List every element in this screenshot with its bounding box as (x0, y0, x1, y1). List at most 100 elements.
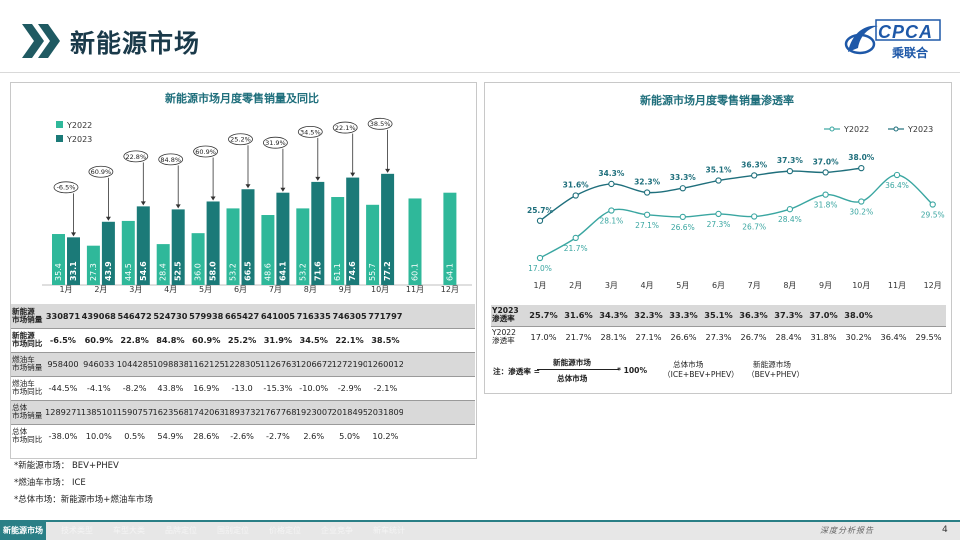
table-cell: 330871 (45, 304, 81, 328)
footer-tab-brand[interactable]: 品牌定位 (165, 526, 197, 535)
yoy-arrowhead (175, 204, 181, 209)
yoy-bubble (88, 165, 114, 178)
footer-tab-newcar[interactable]: 新车统计 (373, 526, 405, 535)
table-cell: 524730 (152, 304, 189, 328)
table-cell: 22.8% (116, 327, 153, 352)
point-2023 (572, 192, 579, 199)
table-cell: 37.3% (771, 305, 806, 326)
footer-tab-price[interactable]: 价格定位 (269, 526, 301, 535)
table-cell: 771797 (367, 304, 404, 328)
yoy-bubble (158, 153, 184, 166)
point-2023 (858, 164, 865, 172)
point-2022 (893, 171, 901, 179)
bar-2022 (226, 208, 240, 285)
table-cell: 10.2% (367, 423, 404, 448)
footnote-total: *总体市场：新能源市场+燃油车市场 (14, 495, 153, 505)
table-cell: -6.5% (45, 327, 81, 352)
table-cell: 10.0% (80, 423, 117, 448)
table-row: Y2022 渗透率 17.0% 21.7% 28.1% 27.1% 26.6% 27.3% 26… (491, 325, 946, 347)
table-cell: 84.8% (152, 327, 189, 352)
table-cell: 31.9% (260, 327, 296, 352)
series-line-2022 (539, 174, 934, 259)
formula-divider (537, 369, 619, 370)
table-cell: -2.7% (260, 423, 296, 448)
footnotes: *新能源市场： BEV+PHEV *燃油车市场： ICE *总体市场：新能源市场… (14, 458, 153, 509)
x-tick-label: 11月 (888, 281, 906, 290)
table-cell: 34.5% (295, 327, 332, 352)
data-label-2022: 31.8% (814, 201, 838, 210)
footer-tab-nev[interactable]: 新能源市场 (0, 522, 46, 540)
bar-label-2022: 48.6 (263, 263, 272, 281)
legend-marker-2022 (829, 126, 835, 132)
bar-chart: 新能源市场月度零售销量及同比 Y2022 Y2023 35.4 33.1 -6.5% 1月 2… (42, 91, 472, 294)
footer-tab-segment[interactable]: 车型大类 (113, 526, 145, 535)
right-data-table: Y2023 渗透率 25.7% 31.6% 34.3% 32.3% 33.3% 35.1% 36… (491, 305, 946, 347)
table-cell: 1098838 (152, 351, 189, 376)
table-cell: 54.9% (152, 423, 189, 448)
x-tick-label: 7月 (269, 285, 282, 294)
table-row: Y2023 渗透率 25.7% 31.6% 34.3% 32.3% 33.3% 35.1% 36… (491, 305, 946, 326)
bar-2022 (156, 244, 170, 285)
table-cell: 28.4% (771, 325, 806, 347)
table-cell (439, 399, 475, 424)
row-header: 总体 市场销量 (11, 399, 46, 424)
left-data-table: 新能源 市场销量 330871 439068 546472 524730 579938 665… (11, 304, 475, 448)
table-cell (439, 351, 475, 376)
point-2023 (608, 180, 615, 188)
table-cell: 746305 (331, 304, 368, 328)
chevron-icon (22, 24, 60, 58)
bar-2022 (52, 234, 65, 285)
table-cell: 2031809 (367, 399, 404, 424)
yoy-bubble (193, 145, 219, 158)
formula-term2-sub: （BEV+PHEV） (747, 370, 805, 379)
table-cell: -38.0% (45, 423, 81, 448)
yoy-label: 84.8% (160, 156, 181, 164)
point-2022 (536, 254, 544, 262)
bar-label-2023: 54.6 (139, 261, 148, 281)
table-cell: 17.0% (526, 325, 561, 347)
data-label-2023: 31.6% (563, 181, 590, 190)
footer-tab-company[interactable]: 企业竞争 (321, 526, 353, 535)
table-cell: -4.1% (80, 375, 117, 400)
table-cell: 641005 (260, 304, 296, 328)
table-cell: -15.3% (260, 375, 296, 400)
table-cell: 28.6% (188, 423, 225, 448)
yoy-label: 22.8% (125, 153, 146, 161)
table-cell: 1228305 (224, 351, 260, 376)
footer-tab-country[interactable]: 国别定位 (217, 526, 249, 535)
formula-prefix: 注：渗透率 = (493, 367, 540, 376)
yoy-arrowhead (71, 232, 76, 237)
legend-label-2023: Y2023 (907, 125, 933, 134)
footer-tab-tech[interactable]: 技术类型 (61, 526, 93, 535)
table-cell (439, 327, 475, 352)
table-row: 新能源 市场同比 -6.5% 60.9% 22.8% 84.8% 60.9% 25.2% 31.… (11, 327, 475, 352)
x-tick-label: 8月 (304, 285, 317, 294)
x-tick-label: 7月 (748, 281, 761, 290)
bar-label-2022: 27.3 (89, 263, 98, 281)
bar-label-2022: 53.2 (298, 263, 307, 281)
table-cell: 665427 (224, 304, 260, 328)
x-tick-label: 5月 (676, 281, 689, 290)
table-cell: 25.7% (526, 305, 561, 326)
data-label-2023: 37.3% (777, 156, 804, 165)
footer-bar (0, 522, 960, 540)
yoy-label: 38.5% (370, 120, 391, 128)
data-label-2022: 21.7% (564, 244, 588, 253)
table-cell: 1893732 (224, 399, 260, 424)
data-label-2022: 36.4% (885, 181, 909, 190)
table-cell (876, 305, 911, 326)
table-cell: 22.1% (331, 327, 368, 352)
point-2023 (715, 177, 722, 184)
header-divider (0, 72, 960, 73)
data-label-2022: 17.0% (528, 264, 552, 273)
page-title: 新能源市场 (70, 29, 201, 58)
table-cell: 1767768 (260, 399, 296, 424)
bar-label-2023: 77.2 (383, 261, 392, 281)
data-label-2022: 26.7% (742, 222, 766, 231)
data-label-2022: 28.4% (778, 215, 802, 224)
page-number: 4 (942, 525, 948, 535)
x-tick-label: 4月 (641, 281, 654, 290)
table-cell (403, 423, 440, 448)
bar-label-2023: 64.1 (278, 261, 287, 281)
data-label-2023: 35.1% (705, 166, 732, 175)
